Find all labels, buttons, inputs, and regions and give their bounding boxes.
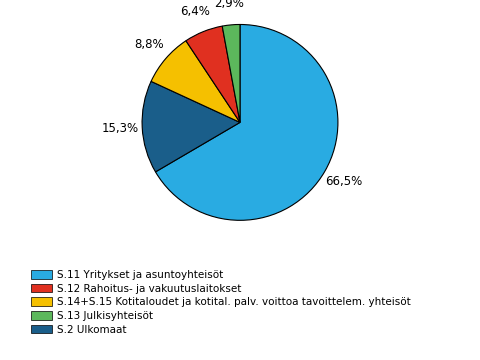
Text: 66,5%: 66,5% [325,175,362,188]
Text: 6,4%: 6,4% [180,5,210,18]
Text: 2,9%: 2,9% [214,0,244,10]
Legend: S.11 Yritykset ja asuntoyhteisöt, S.12 Rahoitus- ja vakuutuslaitokset, S.14+S.15: S.11 Yritykset ja asuntoyhteisöt, S.12 R… [29,268,413,337]
Wedge shape [156,24,338,220]
Wedge shape [142,81,240,172]
Wedge shape [222,24,240,122]
Text: 15,3%: 15,3% [102,122,139,135]
Wedge shape [186,26,240,122]
Text: 8,8%: 8,8% [134,38,164,51]
Wedge shape [151,41,240,122]
